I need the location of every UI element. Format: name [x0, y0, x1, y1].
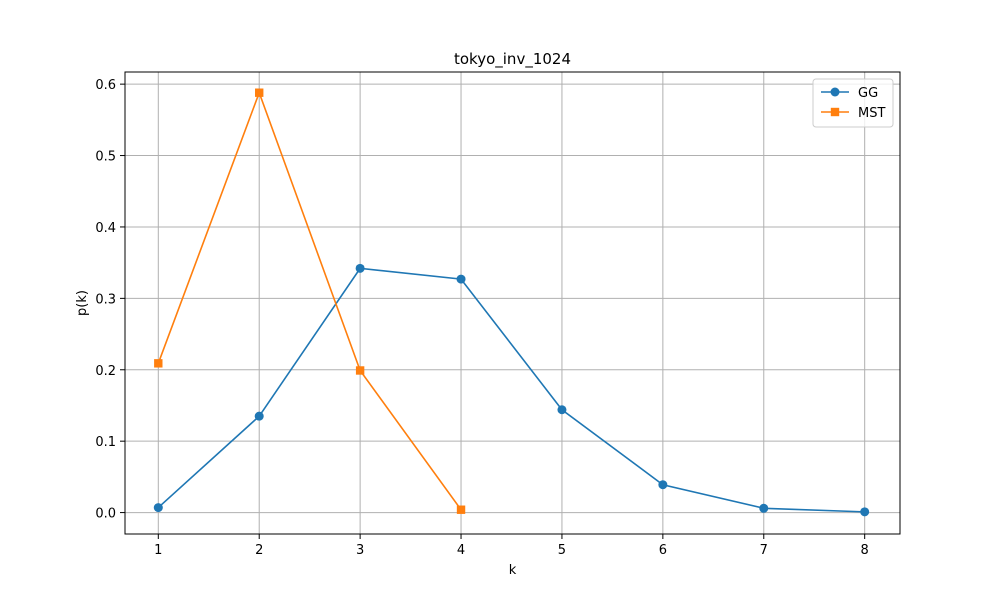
series-line-mst: [157, 90, 462, 511]
x-tick-label: 4: [457, 543, 465, 558]
x-tick-label: 6: [659, 543, 667, 558]
chart-title: tokyo_inv_1024: [454, 50, 571, 69]
y-tick-label: 0.3: [95, 292, 116, 307]
data-point: [254, 411, 264, 421]
data-point: [255, 88, 264, 97]
x-tick-label: 2: [255, 543, 263, 558]
y-tick-label: 0.0: [95, 507, 116, 522]
y-tick-label: 0.2: [95, 364, 116, 379]
x-axis: 1 2 3 4 5 6 7 8: [154, 534, 869, 558]
data-point: [355, 263, 365, 273]
x-tick-label: 8: [861, 543, 869, 558]
y-tick-label: 0.1: [95, 435, 116, 450]
series-mst: [154, 88, 466, 514]
y-axis: 0.0 0.1 0.2 0.3 0.4 0.5 0.6: [95, 78, 125, 522]
x-tick-label: 1: [154, 543, 162, 558]
legend-entry-gg: GG: [821, 86, 878, 101]
plot-frame: [124, 71, 901, 535]
x-axis-label: k: [509, 563, 517, 578]
legend: GG MST: [812, 78, 894, 128]
x-tick-label: 3: [356, 543, 364, 558]
series-layer: [153, 88, 870, 517]
data-point: [658, 480, 668, 490]
data-point: [153, 503, 163, 513]
legend-marker: [830, 87, 840, 97]
data-point: [456, 505, 466, 514]
x-tick-label: 7: [760, 543, 768, 558]
legend-marker: [830, 107, 840, 117]
series-line-gg: [157, 267, 865, 513]
x-tick-label: 5: [558, 543, 566, 558]
y-tick-label: 0.4: [95, 221, 116, 236]
legend-label: GG: [858, 86, 878, 101]
data-point: [355, 366, 365, 375]
y-axis-label: p(k): [75, 290, 90, 316]
data-point: [557, 405, 567, 415]
grid: [125, 72, 900, 534]
series-gg: [153, 263, 870, 517]
data-point: [154, 359, 163, 368]
y-tick-label: 0.5: [95, 150, 116, 165]
data-point: [759, 503, 769, 513]
legend-label: MST: [858, 106, 885, 121]
legend-entry-mst: MST: [821, 106, 885, 121]
data-point: [860, 507, 870, 517]
y-tick-label: 0.6: [95, 78, 116, 93]
data-point: [456, 274, 466, 284]
